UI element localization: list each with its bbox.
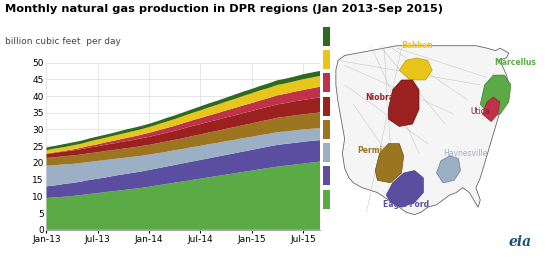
Text: Permian: Permian	[357, 146, 393, 155]
Polygon shape	[336, 46, 509, 215]
Polygon shape	[388, 80, 419, 126]
Text: Utica: Utica	[470, 107, 490, 116]
Polygon shape	[482, 97, 500, 122]
Text: billion cubic feet  per day: billion cubic feet per day	[5, 37, 121, 46]
Polygon shape	[375, 144, 404, 183]
Bar	[318, 97, 330, 116]
Text: Bakken: Bakken	[401, 41, 433, 50]
Polygon shape	[437, 156, 461, 183]
Text: Niobrara: Niobrara	[365, 92, 403, 101]
Bar	[318, 143, 330, 162]
Bar	[318, 27, 330, 46]
Bar	[318, 73, 330, 92]
Bar	[318, 120, 330, 139]
Text: Monthly natural gas production in DPR regions (Jan 2013-Sep 2015): Monthly natural gas production in DPR re…	[5, 4, 444, 14]
Polygon shape	[386, 171, 423, 207]
Polygon shape	[480, 75, 511, 114]
Bar	[318, 50, 330, 69]
Text: Haynesville: Haynesville	[443, 149, 487, 158]
Text: Marcellus: Marcellus	[494, 58, 536, 67]
Bar	[318, 166, 330, 186]
Polygon shape	[399, 58, 432, 80]
Text: Eagle Ford: Eagle Ford	[383, 200, 429, 209]
Text: eia: eia	[508, 235, 531, 249]
Bar	[318, 190, 330, 209]
